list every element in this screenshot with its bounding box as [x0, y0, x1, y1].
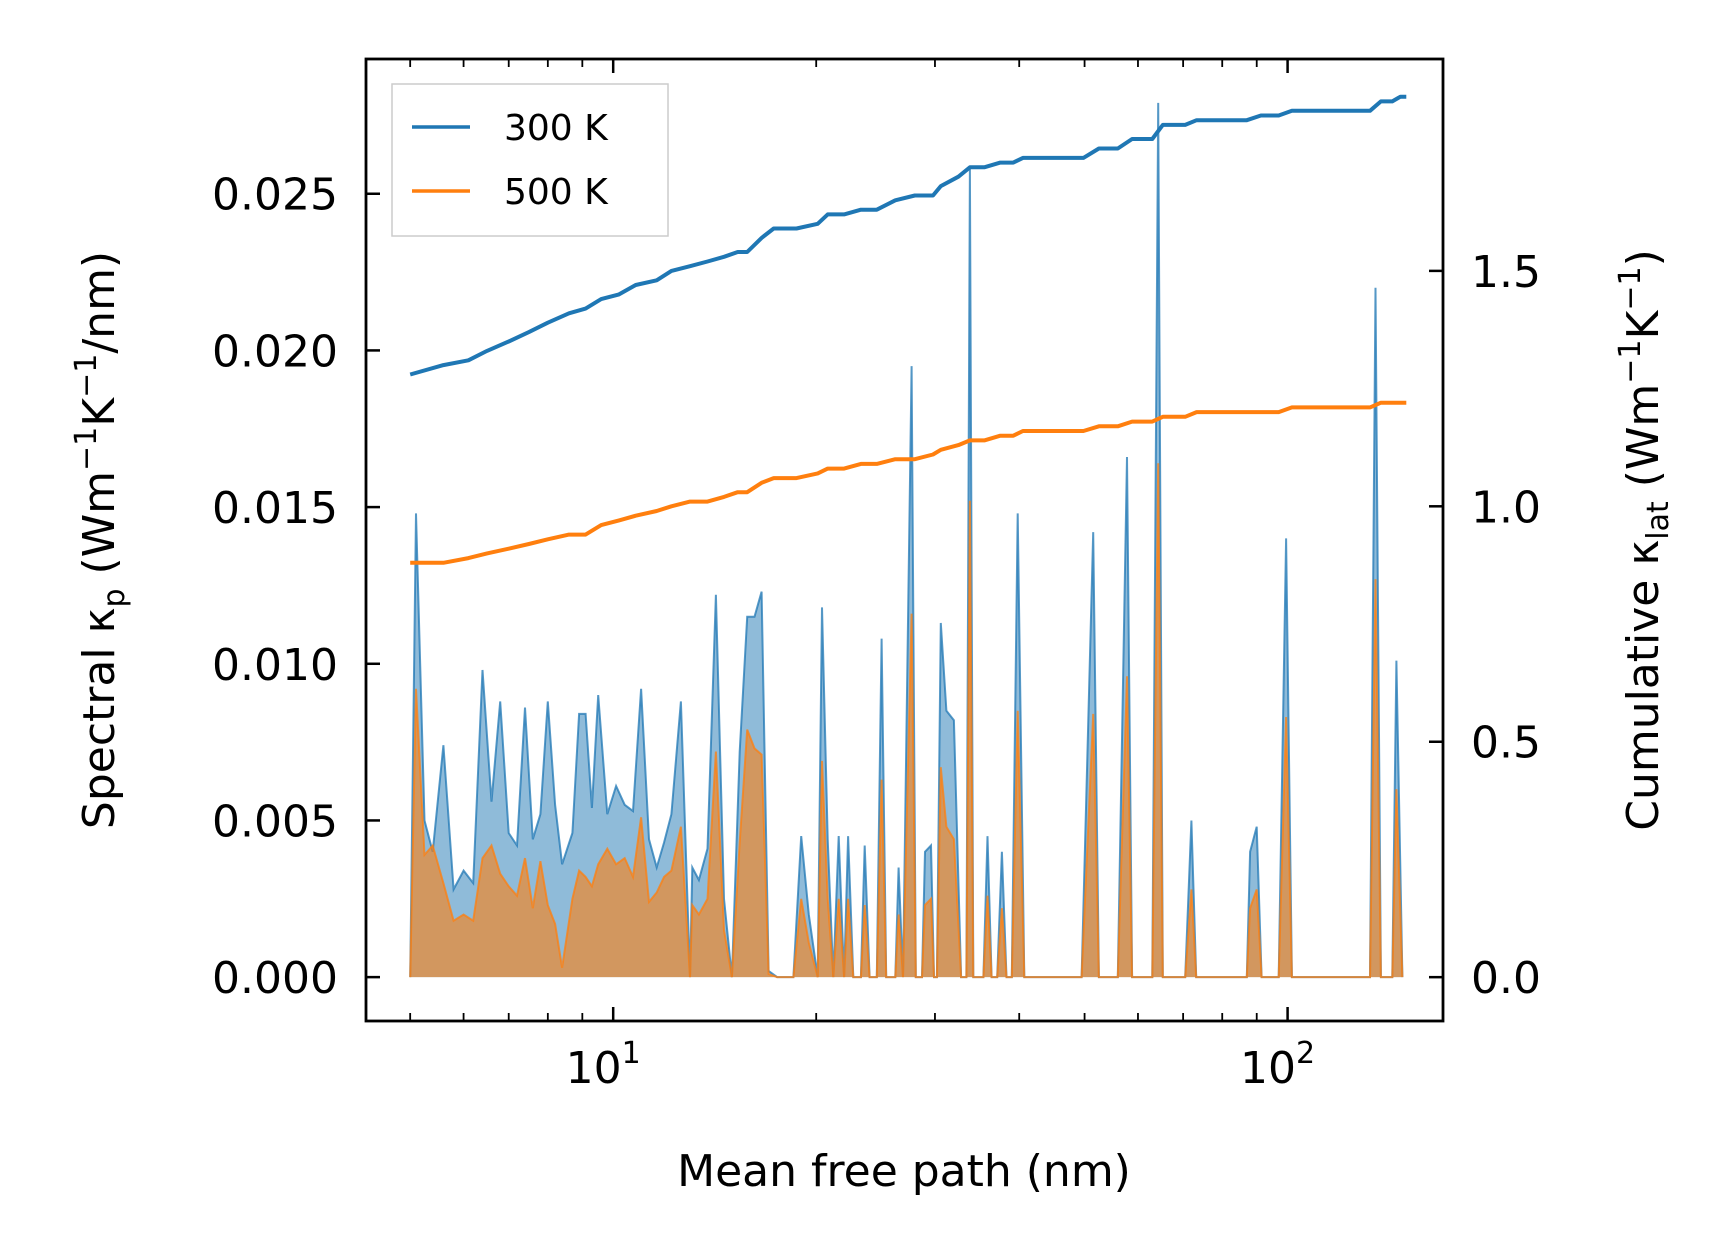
y-left-label-sup2: −1: [69, 354, 104, 398]
y-right-tick-label: 0.5: [1471, 718, 1541, 769]
y-left-label-mid2: K: [74, 397, 125, 427]
y-right-label-sub: lat: [1641, 501, 1676, 540]
legend: 300 K 500 K: [391, 83, 669, 237]
y-right-axis-label: Cumulative κlat (Wm−1K−1): [1613, 249, 1676, 831]
y-right-label-pre: Cumulative κ: [1618, 540, 1669, 831]
y-left-label-sub: p: [97, 588, 132, 607]
y-left-label-pre: Spectral κ: [74, 608, 125, 830]
y-right-tick-label: 0.0: [1471, 953, 1541, 1004]
y-left-tick-label: 0.010: [212, 640, 338, 691]
y-right-label-sup2: −1: [1613, 266, 1648, 310]
cumulative-line-500k: [410, 400, 1407, 565]
legend-label-500k: 500 K: [504, 172, 609, 213]
axes-frame: [364, 57, 1445, 1023]
y-left-label-post: /nm): [74, 251, 125, 354]
legend-label-300k: 300 K: [504, 108, 609, 149]
cumulative-line-300k: [409, 94, 1407, 377]
y-right-tick-label: 1.0: [1471, 482, 1541, 533]
y-left-tick-label: 0.005: [212, 796, 338, 847]
y-left-label-sup1: −1: [69, 427, 104, 471]
spectral-line-500k: [409, 463, 1404, 979]
y-right-tick-label: 1.5: [1471, 247, 1541, 298]
plot-area: [409, 94, 1407, 979]
legend-frame: [391, 83, 669, 237]
y-right-label-sup1: −1: [1613, 339, 1648, 383]
y-left-tick-label: 0.000: [212, 953, 338, 1004]
y-right-label-post: ): [1618, 249, 1669, 266]
y-right-label-mid2: K: [1618, 309, 1669, 339]
x-axis-label: Mean free path (nm): [677, 1146, 1131, 1197]
y-left-label-mid1: (Wm: [74, 471, 125, 589]
x-tick-label: 102: [1240, 1036, 1315, 1094]
y-left-tick-label: 0.015: [212, 483, 338, 534]
y-left-tick-label: 0.020: [212, 326, 338, 377]
y-right-label-mid1: (Wm: [1618, 384, 1669, 502]
y-left-tick-label: 0.025: [212, 170, 338, 221]
y-left-axis-label: Spectral κp (Wm−1K−1/nm): [69, 251, 132, 829]
axes-ticks: 101 102 0.000 0.005 0.010 0.015 0.020 0.025 0.0 0…: [212, 59, 1541, 1094]
x-tick-label: 101: [566, 1036, 641, 1094]
